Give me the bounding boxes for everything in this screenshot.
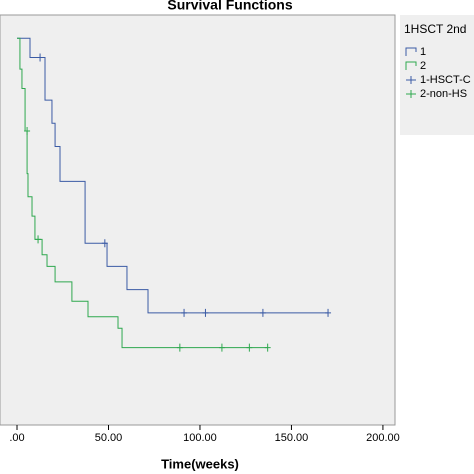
x-tick-label: 50.00 [95, 432, 123, 444]
legend-symbol [405, 61, 417, 70]
legend-label: 1-HSCT-C [420, 74, 471, 86]
censor-mark [202, 308, 209, 317]
censor-mark [24, 127, 31, 136]
censor-mark [101, 239, 108, 248]
censor-mark [181, 308, 188, 317]
legend-title: 1HSCT 2nd [404, 22, 466, 36]
chart-title: Survival Functions [167, 0, 292, 13]
legend-symbol [405, 47, 417, 56]
legend-label: 1 [420, 46, 426, 58]
legend-label: 2-non-HS [420, 88, 467, 100]
censor-mark [176, 343, 183, 352]
x-tick-label: 200.00 [366, 432, 400, 444]
censor-mark [246, 343, 253, 352]
censor-mark [264, 343, 271, 352]
legend-symbol [406, 76, 416, 84]
censor-mark [259, 308, 266, 317]
legend-box [400, 15, 474, 135]
censor-mark [218, 343, 225, 352]
censor-mark [35, 235, 42, 244]
x-axis-label: Time(weeks) [161, 456, 239, 471]
censor-mark [325, 308, 332, 317]
x-tick-label: .00 [9, 432, 24, 444]
x-tick-label: 150.00 [275, 432, 309, 444]
legend-label: 2 [420, 60, 426, 72]
x-tick-label: 100.00 [183, 432, 217, 444]
censor-mark [37, 53, 44, 62]
survival-line [17, 37, 329, 314]
plot-area [0, 14, 396, 426]
legend-symbol [406, 90, 416, 98]
